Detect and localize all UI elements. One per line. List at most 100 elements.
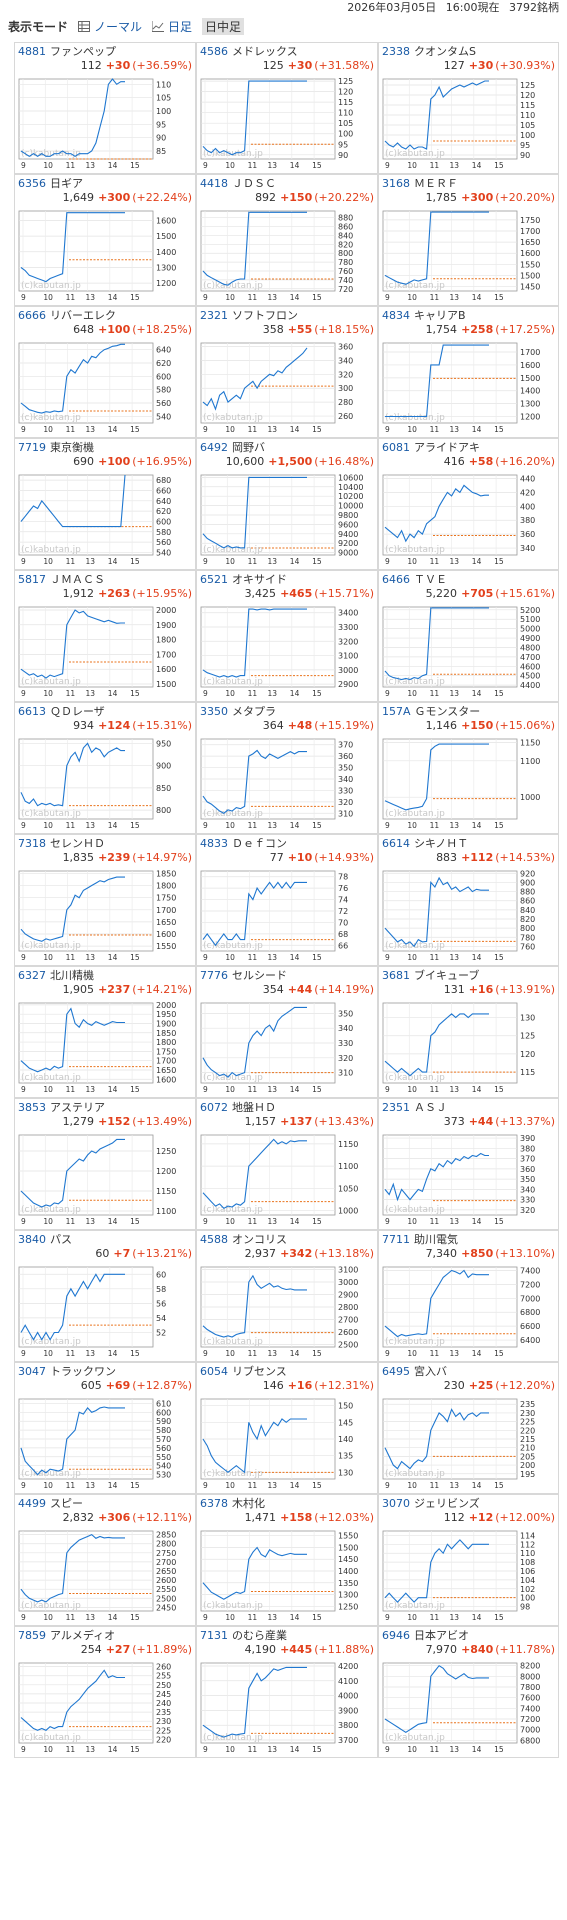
stock-card[interactable]: 3853 アステリア 1,279 +152 (+13.49%) 1250 1200 1150 1… [14,1098,196,1230]
stock-name[interactable]: ジェリビンズ [414,1497,480,1510]
intraday-chart[interactable]: 1250 1200 1150 1100 9 10 11 13 14 15 (c)kabutan.jp [17,1131,191,1227]
stock-name[interactable]: 日本アビオ [414,1629,469,1642]
stock-code[interactable]: 4833 [200,837,228,850]
stock-name[interactable]: ソフトフロン [232,309,298,322]
intraday-chart[interactable]: 950 900 850 800 9 10 11 13 14 15 (c)kabutan.jp [17,735,191,831]
stock-name[interactable]: Ｄｅｆコン [232,837,287,850]
stock-code[interactable]: 6466 [382,573,410,586]
stock-card[interactable]: 4418 ＪＤＳＣ 892 +150 (+20.22%) 880 860 840 820 800 7… [196,174,378,306]
intraday-chart[interactable]: 150 145 140 135 130 9 10 11 13 14 15 (c)kabutan.jp [199,1395,373,1491]
stock-code[interactable]: 3681 [382,969,410,982]
stock-name[interactable]: ＱＤレーザ [50,705,105,718]
stock-code[interactable]: 3047 [18,1365,46,1378]
stock-name[interactable]: 助川電気 [414,1233,458,1246]
intraday-chart[interactable]: 1150 1100 1000 9 10 11 13 14 15 (c)kabutan.jp [381,735,555,831]
stock-name[interactable]: 地盤ＨＤ [232,1101,276,1114]
stock-card[interactable]: 6495 宮入バ 230 +25 (+12.20%) 235 230 225 220 215 210… [378,1362,559,1494]
stock-code[interactable]: 6946 [382,1629,410,1642]
stock-name[interactable]: セレンＨＤ [50,837,105,850]
stock-card[interactable]: 7318 セレンＨＤ 1,835 +239 (+14.97%) 1850 1800 1750 1… [14,834,196,966]
stock-card[interactable]: 3840 パス 60 +7 (+13.21%) 60 58 56 54 52 9 10 11 13 14 15… [14,1230,196,1362]
stock-card[interactable]: 6081 アライドアキ 416 +58 (+16.20%) 440 420 400 380 360… [378,438,559,570]
stock-card[interactable]: 4833 Ｄｅｆコン 77 +10 (+14.93%) 78 76 74 72 70 68 66 9 10… [196,834,378,966]
stock-name[interactable]: アステリア [50,1101,105,1114]
intraday-chart[interactable]: 360 340 320 300 280 260 9 10 11 13 14 15 (c)kabutan.… [199,339,373,435]
intraday-chart[interactable]: 1600 1500 1400 1300 1200 9 10 11 13 14 15 (c)kabuta… [17,207,191,303]
intraday-chart[interactable]: 2000 1900 1800 1700 1600 1500 9 10 11 13 14 15 (c)ka… [17,603,191,699]
mode-daily-button[interactable]: 日足 [152,18,192,35]
stock-name[interactable]: ＪＭＡＣＳ [50,573,105,586]
stock-card[interactable]: 6521 オキサイド 3,425 +465 (+15.71%) 3400 3300 3200 3… [196,570,378,702]
intraday-chart[interactable]: 370 360 350 340 330 320 310 9 10 11 13 14 15 (c)kabut… [199,735,373,831]
stock-code[interactable]: 6327 [18,969,46,982]
stock-card[interactable]: 6466 ＴＶＥ 5,220 +705 (+15.61%) 5200 5100 5000 490… [378,570,559,702]
stock-card[interactable]: 7859 アルメディオ 254 +27 (+11.89%) 260 255 250 245 240… [14,1626,196,1758]
intraday-chart[interactable]: 1150 1100 1050 1000 9 10 11 13 14 15 (c)kabutan.jp [199,1131,373,1227]
intraday-chart[interactable]: 7400 7200 7000 6800 6600 6400 9 10 11 13 14 15 (c)ka… [381,1263,555,1359]
stock-code[interactable]: 7719 [18,441,46,454]
stock-name[interactable]: ファンペップ [50,45,116,58]
stock-name[interactable]: のむら産業 [232,1629,287,1642]
stock-card[interactable]: 6054 リブセンス 146 +16 (+12.31%) 150 145 140 135 130 9… [196,1362,378,1494]
stock-card[interactable]: 3047 トラックワン 605 +69 (+12.87%) 610 600 590 580 570… [14,1362,196,1494]
stock-code[interactable]: 3853 [18,1101,46,1114]
stock-code[interactable]: 2338 [382,45,410,58]
stock-name[interactable]: パス [50,1233,72,1246]
stock-name[interactable]: セルシード [232,969,287,982]
intraday-chart[interactable]: 60 58 56 54 52 9 10 11 13 14 15 (c)kabutan.jp [17,1263,191,1359]
stock-code[interactable]: 6495 [382,1365,410,1378]
stock-card[interactable]: 157A Ｇモンスター 1,146 +150 (+15.06%) 1150 1100 1000… [378,702,559,834]
stock-name[interactable]: キャリアB [414,309,466,322]
stock-card[interactable]: 6946 日本アビオ 7,970 +840 (+11.78%) 8200 8000 7800 7… [378,1626,559,1758]
stock-name[interactable]: ＪＤＳＣ [232,177,276,190]
stock-card[interactable]: 7131 のむら産業 4,190 +445 (+11.88%) 4200 4100 4000 3… [196,1626,378,1758]
intraday-chart[interactable]: 640 620 600 580 560 540 9 10 11 13 14 15 (c)kabutan.… [17,339,191,435]
stock-name[interactable]: 東京衡機 [50,441,94,454]
intraday-chart[interactable]: 1060010400102001000098009600940092009000… [199,471,373,567]
stock-card[interactable]: 6613 ＱＤレーザ 934 +124 (+15.31%) 950 900 850 800 9 10… [14,702,196,834]
intraday-chart[interactable]: 4200 4100 4000 3900 3800 3700 9 10 11 13 14 15 (c)ka… [199,1659,373,1755]
stock-card[interactable]: 2351 ＡＳＪ 373 +44 (+13.37%) 390 380 370 360 350 340… [378,1098,559,1230]
intraday-chart[interactable]: 3100 3000 2900 2800 2700 2600 2500 9 10 11 13 14 15 (… [199,1263,373,1359]
intraday-chart[interactable]: 1750 1700 1650 1600 1550 1500 1450 9 10 11 13 14 15 (… [381,207,555,303]
stock-card[interactable]: 6072 地盤ＨＤ 1,157 +137 (+13.43%) 1150 1100 1050 10… [196,1098,378,1230]
stock-code[interactable]: 6614 [382,837,410,850]
stock-code[interactable]: 3168 [382,177,410,190]
stock-card[interactable]: 3168 ＭＥＲＦ 1,785 +300 (+20.20%) 1750 1700 1650 16… [378,174,559,306]
stock-code[interactable]: 4499 [18,1497,46,1510]
stock-name[interactable]: ブイキューブ [414,969,480,982]
stock-name[interactable]: クオンタムS [414,45,476,58]
stock-code[interactable]: 6521 [200,573,228,586]
stock-code[interactable]: 4881 [18,45,46,58]
stock-code[interactable]: 4834 [382,309,410,322]
intraday-chart[interactable]: 78 76 74 72 70 68 66 9 10 11 13 14 15 (c)kabutan.jp [199,867,373,963]
stock-name[interactable]: 宮入バ [414,1365,447,1378]
stock-card[interactable]: 4588 オンコリス 2,937 +342 (+13.18%) 3100 3000 2900 2… [196,1230,378,1362]
stock-name[interactable]: スピー [50,1497,83,1510]
stock-card[interactable]: 6327 北川精機 1,905 +237 (+14.21%) 2000 1950 1900 18… [14,966,196,1098]
intraday-chart[interactable]: 1850 1800 1750 1700 1650 1600 1550 9 10 11 13 14 15 (… [17,867,191,963]
stock-name[interactable]: シキノＨＴ [414,837,469,850]
stock-card[interactable]: 6378 木村化 1,471 +158 (+12.03%) 1550 1500 1450 140… [196,1494,378,1626]
stock-code[interactable]: 6378 [200,1497,228,1510]
stock-code[interactable]: 4586 [200,45,228,58]
stock-card[interactable]: 7711 助川電気 7,340 +850 (+13.10%) 7400 7200 7000 68… [378,1230,559,1362]
stock-card[interactable]: 4499 スピー 2,832 +306 (+12.11%) 2850 2800 2750 270… [14,1494,196,1626]
stock-name[interactable]: 木村化 [232,1497,265,1510]
stock-card[interactable]: 6666 リバーエレク 648 +100 (+18.25%) 640 620 600 580 56… [14,306,196,438]
stock-code[interactable]: 2321 [200,309,228,322]
stock-name[interactable]: トラックワン [50,1365,116,1378]
stock-card[interactable]: 2338 クオンタムS 127 +30 (+30.93%) 125 120 115 110 105… [378,42,559,174]
